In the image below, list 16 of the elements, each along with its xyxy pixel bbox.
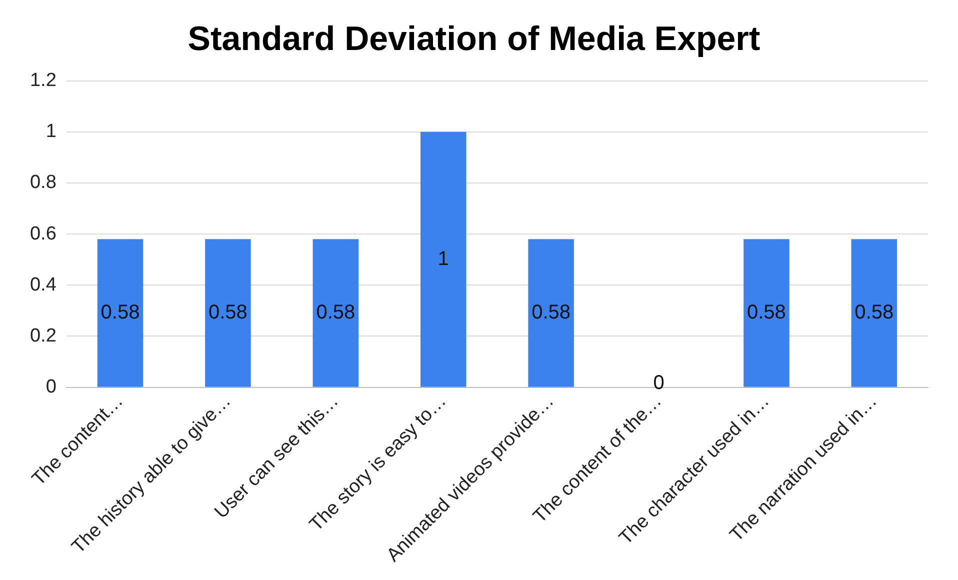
chart-title: Standard Deviation of Media Expert xyxy=(188,20,760,58)
data-label: 0.58 xyxy=(532,302,571,324)
data-label: 0.58 xyxy=(746,302,786,324)
y-tick-label: 0.4 xyxy=(30,274,57,296)
y-tick-label: 0.2 xyxy=(30,325,56,346)
y-tick-label: 0.8 xyxy=(30,172,56,194)
data-label: 0.58 xyxy=(100,302,140,324)
data-label: 0.58 xyxy=(316,302,356,324)
data-label: 0 xyxy=(653,372,664,394)
data-label: 0.58 xyxy=(854,302,894,324)
y-tick-label: 1 xyxy=(46,121,56,142)
y-tick-label: 0.6 xyxy=(30,223,56,244)
y-tick-label: 0 xyxy=(46,376,56,398)
data-label: 1 xyxy=(438,248,449,270)
data-label: 0.58 xyxy=(208,302,248,324)
y-tick-label: 1.2 xyxy=(30,70,56,92)
